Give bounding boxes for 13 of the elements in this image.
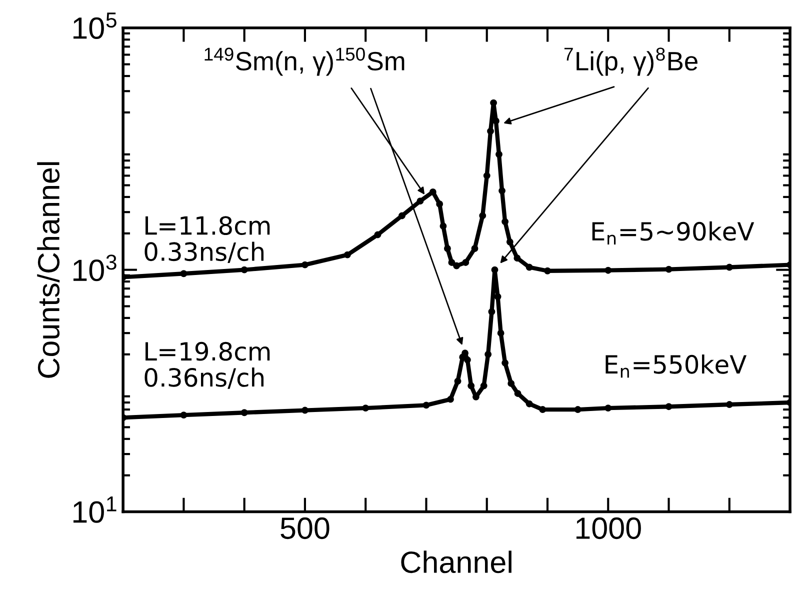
y-tick-label: 10$^{5}$ xyxy=(73,12,116,39)
annotation: E$_{n}$=550keV xyxy=(606,354,747,378)
annotation: L=11.8cm 0.33ns/ch xyxy=(144,216,270,264)
x-tick-label: 500 xyxy=(280,517,330,540)
y-tick-label: 10$^{1}$ xyxy=(73,496,116,523)
annotation: $^{149}$Sm(n, γ)$^{150}$Sm xyxy=(204,48,404,76)
annotation: $^{7}$Li(p, γ)$^{8}$Be xyxy=(564,48,698,76)
y-axis-title: Counts/Channel xyxy=(37,162,60,378)
x-tick-label: 1000 xyxy=(576,517,641,540)
annotation: E$_{n}$=5∼90keV xyxy=(592,221,754,245)
x-axis-title: Channel xyxy=(401,550,512,574)
annotation: L=19.8cm 0.36ns/ch xyxy=(144,342,270,389)
y-tick-label: 10$^{3}$ xyxy=(73,254,116,282)
